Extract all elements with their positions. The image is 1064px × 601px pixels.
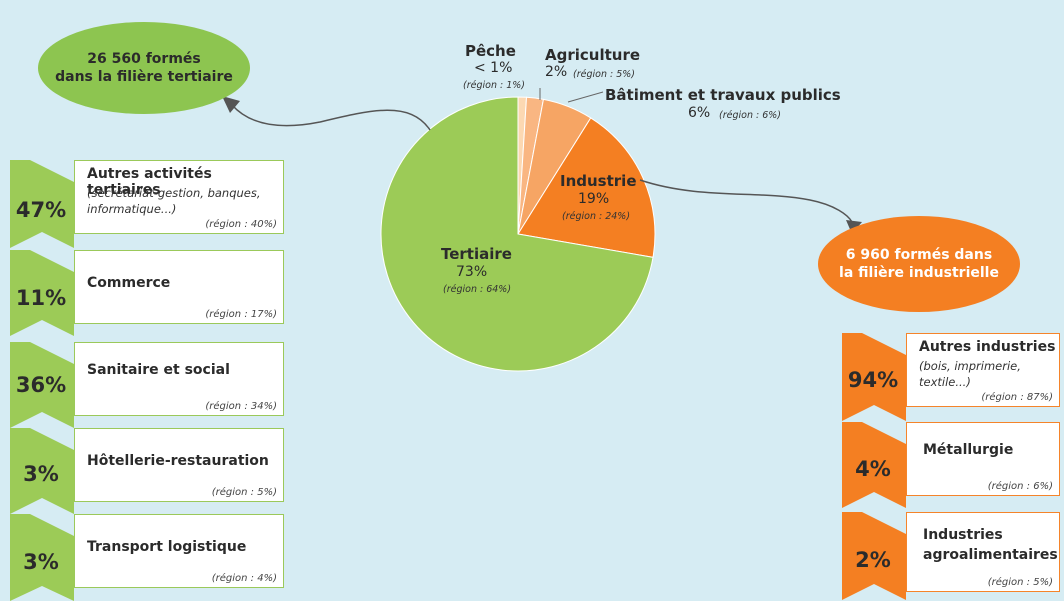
industrial-title-2b: agroalimentaires [923, 547, 1058, 563]
industrial-sub-0a: (bois, imprimerie, [919, 359, 1021, 373]
chevron-arrow-icon [842, 333, 906, 421]
tertiary-region-1: (région : 17%) [205, 309, 277, 320]
tertiary-pct-0: 47% [15, 198, 67, 222]
chevron-arrow-icon [10, 250, 74, 336]
tertiary-pct-4: 3% [23, 550, 59, 574]
pct-tertiaire: 73% [456, 264, 488, 280]
tertiary-region-4: (région : 4%) [211, 573, 277, 584]
tertiary-box-1: Commerce (région : 17%) [74, 250, 284, 324]
tertiary-summary: 26 560 formés dans la filière tertiaire [38, 22, 250, 114]
label-tertiaire: Tertiaire [441, 245, 512, 263]
industrial-title-0: Autres industries [919, 339, 1056, 355]
region-industrie: (région : 24%) [562, 211, 631, 222]
tertiary-sub-0b: informatique...) [87, 202, 177, 216]
connector-industrial [639, 179, 853, 223]
industrial-sub-0b: textile...) [919, 375, 971, 389]
arrow-tertiary [222, 96, 240, 113]
tertiary-title-1: Commerce [87, 275, 171, 291]
chevron-arrow-icon [10, 514, 74, 601]
tertiary-region-3: (région : 5%) [211, 487, 277, 498]
chevron-arrow-icon [842, 512, 906, 600]
chevron-arrow-icon [842, 422, 906, 508]
region-peche: (région : 1%) [463, 80, 525, 91]
industrial-pct-0: 94% [847, 368, 899, 392]
tertiary-box-2: Sanitaire et social (région : 34%) [74, 342, 284, 416]
chevron-arrow-icon [10, 342, 74, 428]
region-tertiaire: (région : 64%) [443, 284, 512, 295]
industrial-pct-1: 4% [855, 457, 891, 481]
tertiary-title-3: Hôtellerie-restauration [87, 453, 269, 469]
label-industrie: Industrie [560, 172, 637, 190]
tertiary-pct-3: 3% [23, 462, 59, 486]
industrial-region-0: (région : 87%) [981, 392, 1053, 403]
tertiary-box-0: Autres activités tertiaires (secrétariat… [74, 160, 284, 234]
tertiary-summary-line-2: dans la filière tertiaire [55, 69, 233, 85]
tertiary-region-2: (région : 34%) [205, 401, 277, 412]
region-agriculture: (région : 5%) [573, 69, 635, 80]
connector-tertiary [231, 104, 431, 131]
industrial-pct-2: 2% [855, 548, 891, 572]
label-peche: Pêche [465, 42, 516, 60]
industrial-region-1: (région : 6%) [987, 481, 1053, 492]
industrial-region-2: (région : 5%) [987, 577, 1053, 588]
pct-agriculture: 2% [545, 64, 568, 80]
tertiary-pct-2: 36% [15, 373, 67, 397]
industrial-title-1: Métallurgie [923, 442, 1014, 458]
tertiary-title-4: Transport logistique [87, 539, 247, 555]
tertiary-title-0: Autres activités tertiaires [87, 166, 212, 198]
industrial-box-1: Métallurgie (région : 6%) [906, 422, 1060, 496]
pie-slice-3 [517, 117, 656, 258]
pct-industrie: 19% [578, 191, 610, 207]
label-btp: Bâtiment et travaux publics [605, 86, 841, 104]
region-btp: (région : 6%) [719, 110, 781, 121]
industrial-box-0: Autres industries (bois, imprimerie, tex… [906, 333, 1060, 407]
pie-slice-4 [380, 96, 654, 372]
tertiary-region-0: (région : 40%) [205, 219, 277, 230]
tertiary-summary-line-1: 26 560 formés [87, 51, 201, 67]
industrial-title-2: Industries [923, 527, 1003, 543]
industrial-summary: 6 960 formés dans la filière industriell… [818, 216, 1020, 312]
label-agriculture: Agriculture [545, 46, 641, 64]
industrial-box-2: Industries agroalimentaires (région : 5%… [906, 512, 1060, 592]
tertiary-pct-1: 11% [15, 286, 67, 310]
tertiary-box-3: Hôtellerie-restauration (région : 5%) [74, 428, 284, 502]
leader-btp [567, 91, 604, 103]
pct-btp: 6% [688, 105, 711, 121]
tertiary-title-2: Sanitaire et social [87, 362, 230, 378]
industrial-summary-line-1: 6 960 formés dans [845, 247, 993, 263]
pct-peche: < 1% [474, 60, 513, 76]
tertiary-box-4: Transport logistique (région : 4%) [74, 514, 284, 588]
tertiary-sub-0a: (secrétariat-gestion, banques, [87, 186, 261, 200]
industrial-summary-line-2: la filière industrielle [839, 265, 999, 281]
chevron-arrow-icon [10, 160, 74, 248]
chevron-arrow-icon [10, 428, 74, 514]
